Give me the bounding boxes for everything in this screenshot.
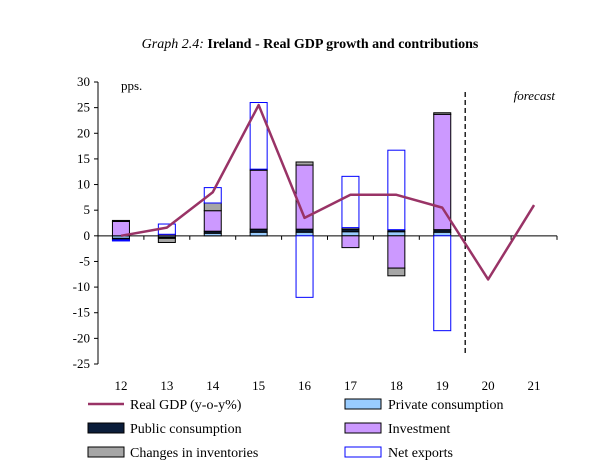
y-tick-label: -25: [73, 356, 90, 371]
x-tick-label: 17: [344, 378, 358, 393]
bar-private-consumption-15: [249, 231, 268, 237]
unit-label: pps.: [121, 78, 142, 93]
x-tick-label: 18: [390, 378, 403, 393]
bar-private-consumption-19: [433, 231, 452, 237]
legend-label-private-consumption: Private consumption: [388, 398, 504, 413]
legend-item-real-gdp-y-o-y: Real GDP (y-o-y%): [88, 398, 242, 413]
gdp-line: [120, 103, 536, 281]
x-tick-label: 12: [114, 378, 127, 393]
legend-item-public-consumption: Public consumption: [87, 422, 242, 437]
y-tick-label: 15: [77, 151, 90, 166]
chart-title-prefix: Graph 2.4:: [142, 37, 204, 52]
y-tick-label: 5: [84, 202, 91, 217]
y-tick-label: 20: [77, 125, 90, 140]
y-tick-label: -5: [79, 253, 90, 268]
legend-swatch-public-consumption: [87, 422, 125, 434]
y-tick-label: 10: [77, 177, 90, 192]
legend-label-changes-in-inventories: Changes in inventories: [130, 446, 258, 461]
x-tick-labels: 12 13 14 15 16 17 18 19 20 21: [114, 378, 540, 393]
bar-changes-in-inventories-12: [111, 219, 130, 222]
y-tick-label: -10: [73, 279, 90, 294]
x-tick-label: 14: [206, 378, 220, 393]
bar-net-exports-16: [295, 235, 314, 298]
bar-investment-14: [203, 210, 222, 232]
y-tick-label: 30: [77, 74, 90, 89]
bar-net-exports-17: [341, 175, 360, 229]
chart-title: Graph 2.4: Ireland - Real GDP growth and…: [142, 37, 479, 52]
legend-label-public-consumption: Public consumption: [130, 422, 242, 437]
line-real-gdp: [120, 103, 536, 281]
bar-net-exports-15: [249, 102, 268, 170]
bar-changes-in-inventories-14: [203, 202, 222, 212]
forecast-label: forecast: [514, 88, 556, 103]
x-tick-label: 21: [528, 378, 541, 393]
legend-swatch-changes-in-inventories: [87, 446, 125, 458]
bar-private-consumption-16: [295, 231, 314, 237]
x-tick-label: 20: [482, 378, 495, 393]
legend-swatch-investment: [344, 422, 382, 434]
x-tick-label: 13: [160, 378, 173, 393]
bar-changes-in-inventories-19: [433, 112, 452, 115]
axes: [94, 81, 558, 365]
y-tick-label: 0: [84, 228, 91, 243]
legend-item-investment: Investment: [344, 422, 450, 437]
bar-net-exports-19: [433, 235, 452, 332]
bar-private-consumption-18: [387, 231, 406, 237]
chart-title-main: Ireland - Real GDP growth and contributi…: [207, 37, 479, 52]
bar-investment-15: [249, 169, 268, 230]
legend: Real GDP (y-o-y%) Private consumption Publ…: [87, 398, 504, 461]
bar-investment-19: [433, 113, 452, 231]
legend-label-real-gdp-y-o-y: Real GDP (y-o-y%): [130, 398, 242, 413]
y-tick-label: 25: [77, 100, 90, 115]
legend-label-net-exports: Net exports: [388, 446, 453, 461]
x-tick-label: 16: [298, 378, 312, 393]
legend-label-investment: Investment: [388, 422, 450, 437]
bar-changes-in-inventories-16: [295, 161, 314, 166]
bar-investment-16: [295, 164, 314, 230]
bar-investment-18: [387, 235, 406, 269]
bar-net-exports-12: [111, 239, 130, 242]
legend-swatch-private-consumption: [344, 398, 382, 410]
legend-item-private-consumption: Private consumption: [344, 398, 504, 413]
x-tick-label: 15: [252, 378, 265, 393]
y-tick-labels: 30 25 20 15 10 5 0 -5 -10 -15 -20 -25: [73, 74, 90, 371]
legend-swatch-net-exports: [344, 446, 382, 458]
bar-changes-in-inventories-13: [157, 237, 176, 243]
legend-item-net-exports: Net exports: [344, 446, 453, 461]
bar-private-consumption-17: [341, 231, 360, 237]
bar-investment-17: [341, 235, 360, 249]
legend-item-changes-in-inventories: Changes in inventories: [87, 446, 258, 461]
y-tick-label: -20: [73, 330, 90, 345]
y-tick-label: -15: [73, 305, 90, 320]
bar-net-exports-14: [203, 187, 222, 204]
bar-net-exports-18: [387, 149, 406, 231]
x-tick-label: 19: [436, 378, 449, 393]
bars: [111, 102, 452, 332]
bar-changes-in-inventories-18: [387, 267, 406, 277]
